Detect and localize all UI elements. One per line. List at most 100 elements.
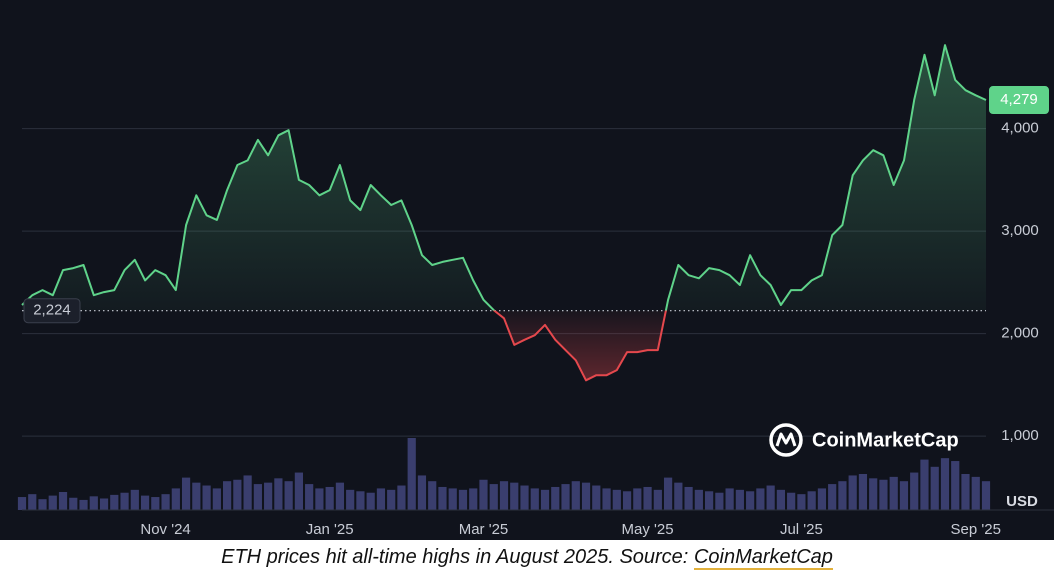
- volume-bar: [735, 489, 744, 510]
- price-tag-bg: [989, 86, 1049, 115]
- volume-bar: [715, 492, 724, 510]
- volume-bar: [797, 494, 806, 510]
- volume-bar: [540, 489, 550, 510]
- label-layer: 1,000 2,000 3,000 4,000 Nov '24 Jan '25 Mar '2…: [23, 86, 1049, 538]
- baseline-tag: 2,224: [33, 302, 71, 319]
- volume-bar: [325, 486, 334, 510]
- volume-bar: [766, 485, 775, 510]
- volume-bar: [879, 479, 888, 510]
- volume-bar: [17, 497, 27, 510]
- x-tick-label: Jul '25: [780, 521, 823, 538]
- volume-bar: [274, 478, 283, 510]
- volume-bar: [633, 488, 642, 510]
- logo-mark: [775, 432, 797, 447]
- volume-bar: [387, 489, 396, 510]
- x-tick-label: Mar '25: [459, 521, 509, 538]
- volume-bar: [643, 486, 652, 510]
- caption-link[interactable]: CoinMarketCap: [693, 546, 833, 570]
- volume-bar: [910, 472, 919, 510]
- volume-bar: [212, 488, 221, 510]
- volume-bar: [346, 489, 355, 510]
- volume-bar: [530, 488, 539, 510]
- y-tick-label: 4,000: [1001, 120, 1039, 137]
- volume-bar: [889, 476, 898, 510]
- caption: ETH prices hit all-time highs in August …: [0, 540, 1054, 574]
- volume-bar: [294, 472, 303, 510]
- volume-bar: [746, 491, 755, 510]
- x-tick-label: May '25: [622, 521, 674, 538]
- volume-bar: [130, 489, 139, 510]
- volume-bar: [151, 497, 160, 510]
- volume-bar: [397, 485, 406, 510]
- volume-bar: [202, 485, 211, 510]
- volume-bar: [376, 488, 386, 510]
- volume-bar: [79, 499, 88, 510]
- volume-bar: [951, 461, 960, 510]
- volume-bar: [581, 482, 591, 510]
- volume-bar: [622, 491, 632, 510]
- volume-bar: [612, 489, 621, 510]
- volume-bar: [38, 499, 47, 510]
- volume-bar: [69, 497, 78, 510]
- volume-bar: [458, 489, 468, 510]
- volume-bar: [89, 496, 98, 510]
- volume-bar: [571, 481, 580, 510]
- volume-bar: [592, 485, 601, 510]
- volume-bar: [981, 481, 991, 510]
- volume-bar: [192, 482, 201, 510]
- volume-bar: [315, 488, 324, 510]
- volume-bar: [417, 475, 427, 510]
- volume-bar: [284, 481, 293, 510]
- volume-bar: [48, 495, 57, 510]
- volume-bar: [253, 484, 262, 510]
- volume-bar: [653, 489, 662, 510]
- volume-bar: [561, 484, 570, 510]
- volume-bar: [602, 488, 611, 510]
- volume-bar: [828, 484, 837, 510]
- chart: 1,000 2,000 3,000 4,000 Nov '24 Jan '25 Mar '2…: [0, 0, 1054, 540]
- volume-bar: [807, 491, 816, 510]
- volume-bar: [479, 479, 488, 510]
- currency-label: USD: [1006, 493, 1038, 510]
- volume-bar: [407, 438, 416, 510]
- volume-bar: [971, 476, 980, 510]
- volume-bar: [499, 481, 509, 510]
- volume-layer: [17, 438, 991, 510]
- volume-bar: [99, 498, 109, 510]
- volume-bar: [448, 488, 457, 510]
- volume-bar: [920, 459, 929, 510]
- price-area: [22, 45, 986, 381]
- y-tick-label: 3,000: [1001, 222, 1039, 239]
- y-tick-label: 1,000: [1001, 427, 1039, 444]
- volume-bar: [848, 475, 857, 510]
- volume-bar: [171, 488, 180, 510]
- logo-ring: [769, 423, 803, 457]
- volume-bar: [110, 494, 119, 510]
- volume-bar: [366, 492, 375, 510]
- volume-bar: [28, 494, 37, 510]
- caption-text: ETH prices hit all-time highs in August …: [221, 546, 689, 568]
- grid-layer: [22, 128, 1054, 511]
- volume-bar: [489, 484, 498, 510]
- volume-bar: [469, 488, 478, 510]
- volume-bar: [181, 477, 191, 510]
- volume-bar: [520, 485, 529, 510]
- volume-bar: [356, 491, 365, 510]
- volume-bar: [120, 492, 129, 510]
- volume-bar: [140, 495, 150, 510]
- volume-bar: [930, 466, 939, 510]
- y-tick-label: 2,000: [1001, 325, 1039, 342]
- volume-bar: [787, 492, 796, 510]
- volume-bar: [305, 484, 314, 510]
- volume-bar: [264, 482, 273, 510]
- volume-bar: [438, 486, 447, 510]
- volume-bar: [551, 486, 560, 510]
- volume-bar: [817, 488, 827, 510]
- volume-bar: [663, 477, 673, 510]
- volume-bar: [428, 481, 437, 510]
- volume-bar: [858, 474, 868, 510]
- volume-bar: [694, 489, 703, 510]
- volume-bar: [940, 458, 950, 510]
- volume-bar: [705, 491, 714, 510]
